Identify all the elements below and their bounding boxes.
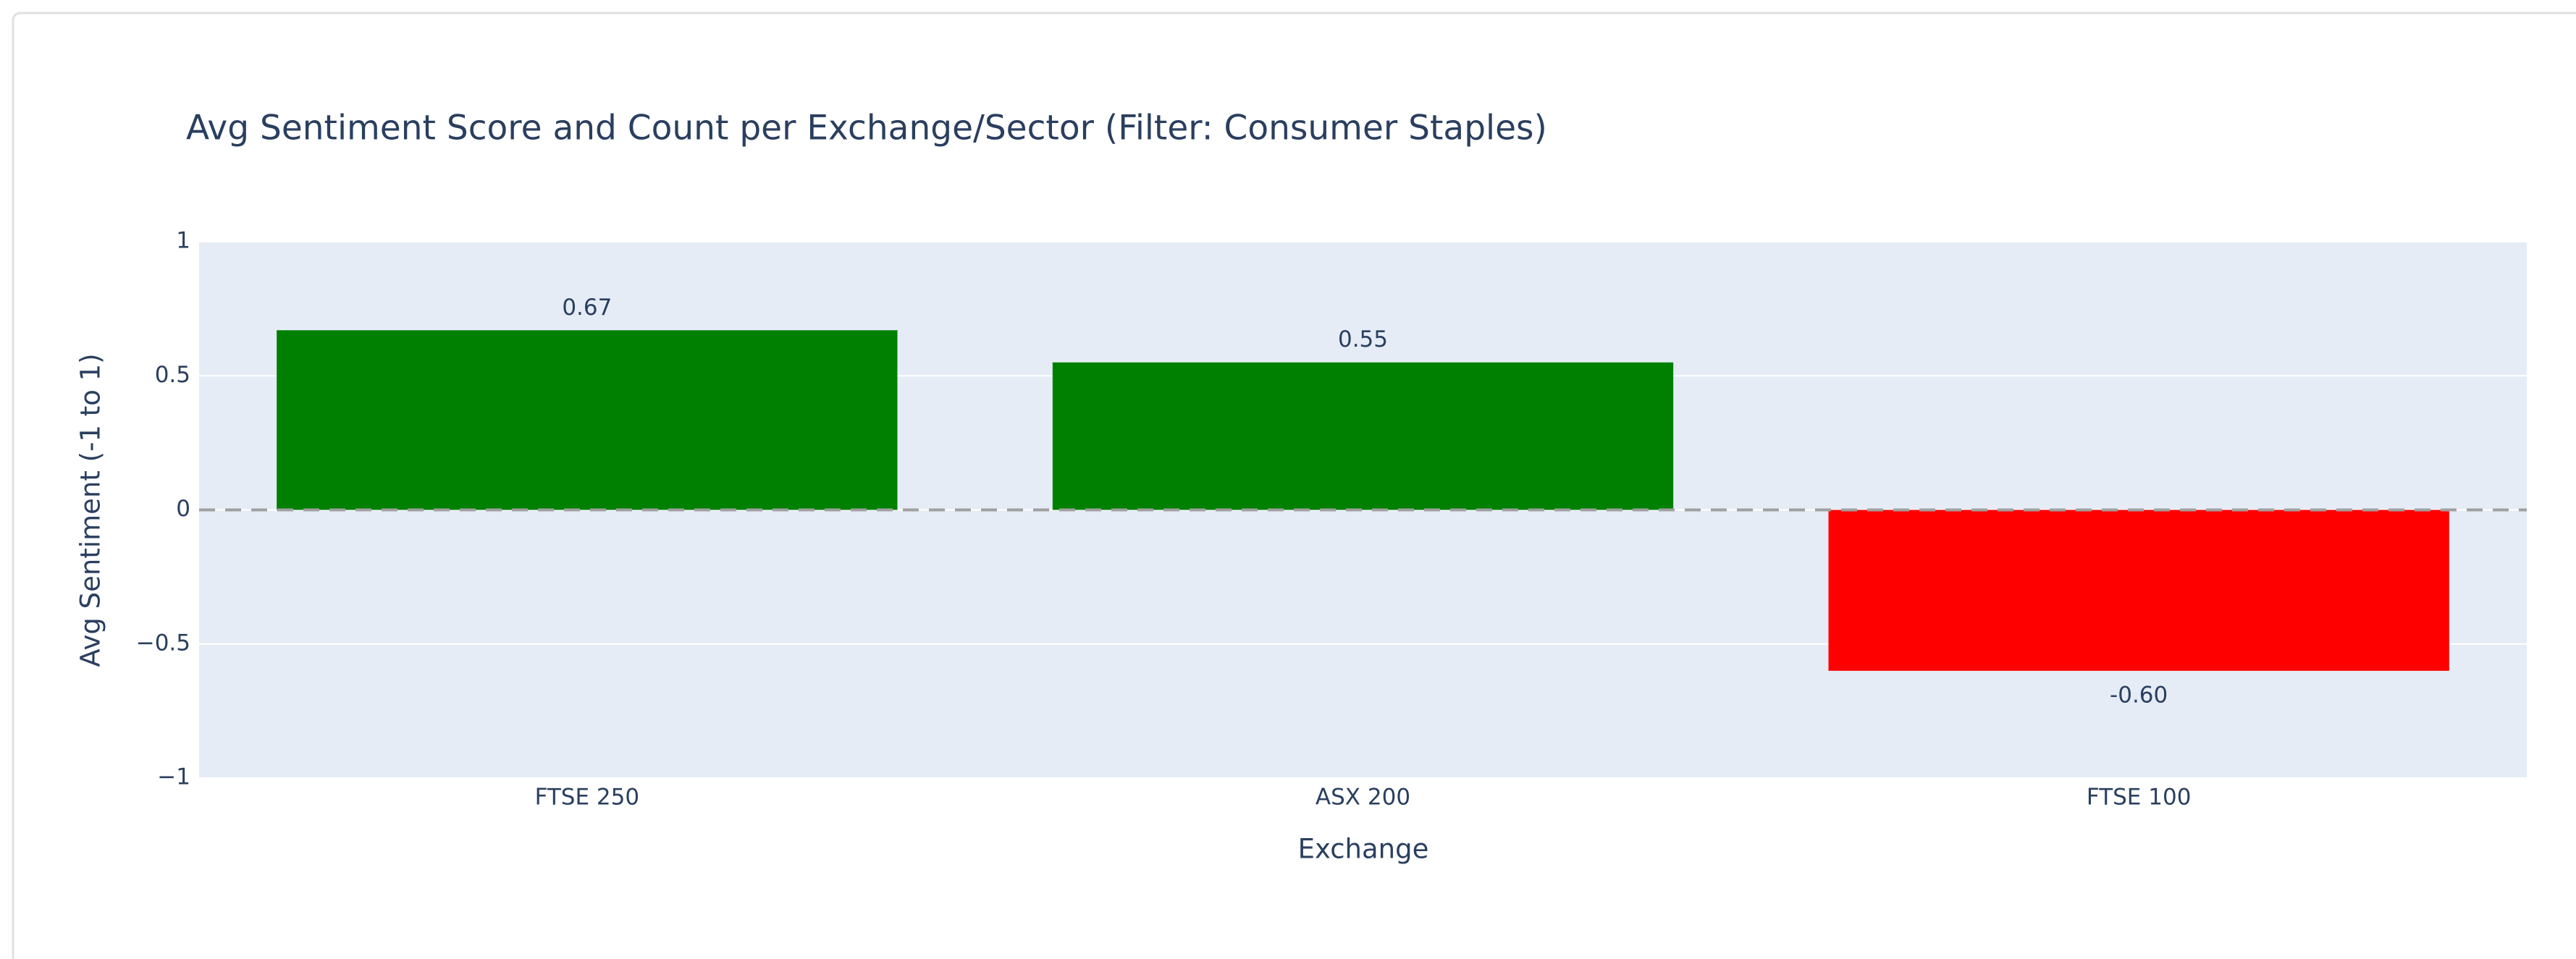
y-tick-label: 0 xyxy=(176,496,190,522)
y-tick-label: 0.5 xyxy=(155,362,190,388)
x-tick-label: FTSE 100 xyxy=(2087,785,2192,811)
value-label: 0.55 xyxy=(1338,326,1388,352)
bar xyxy=(1828,510,2449,671)
bar xyxy=(277,330,898,510)
x-tick-label: FTSE 250 xyxy=(535,785,640,811)
chart-title: Avg Sentiment Score and Count per Exchan… xyxy=(186,109,1547,148)
bar xyxy=(1052,362,1674,510)
y-tick-label: 1 xyxy=(176,228,190,254)
y-tick-label: −1 xyxy=(157,764,190,790)
x-axis-title: Exchange xyxy=(1298,834,1429,865)
y-tick-label: −0.5 xyxy=(136,630,190,656)
value-label: -0.60 xyxy=(2110,682,2168,708)
x-tick-label: ASX 200 xyxy=(1316,785,1410,811)
y-axis-title: Avg Sentiment (-1 to 1) xyxy=(75,353,106,667)
value-label: 0.67 xyxy=(562,295,612,321)
